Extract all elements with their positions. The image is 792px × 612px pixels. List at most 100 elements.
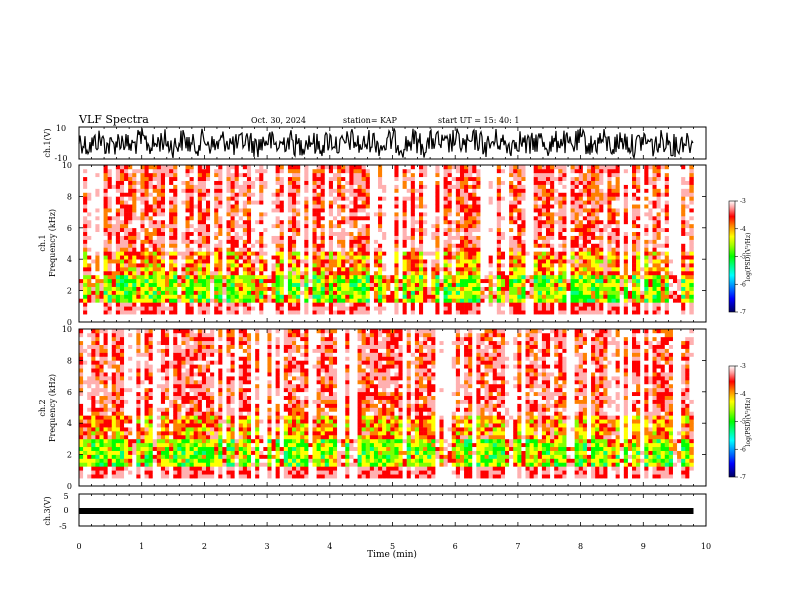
ch1-spectrogram-cell xyxy=(550,223,555,229)
ch1-spectrogram-cell xyxy=(177,216,182,221)
ch1-spectrogram-cell xyxy=(99,267,104,272)
ch1-spectrogram-cell xyxy=(521,310,526,315)
ch1-spectrogram-cell xyxy=(140,212,145,217)
ch1-spectrogram-cell xyxy=(451,314,457,319)
ch1-spectrogram-cell xyxy=(181,294,186,299)
ch1-spectrogram-cell xyxy=(529,223,534,229)
ch1-spectrogram-cell xyxy=(132,286,137,291)
ch1-spectrogram-cell xyxy=(197,231,203,236)
ch1-spectrogram-cell xyxy=(545,310,551,315)
ch1-spectrogram-cell xyxy=(509,192,514,197)
ch1-spectrogram-cell xyxy=(439,208,444,213)
ch1-spectrogram-cell xyxy=(128,243,133,248)
ch1-spectrogram-cell xyxy=(99,212,104,217)
ch1-spectrogram-cell xyxy=(308,259,313,264)
ch1-spectrogram-cell xyxy=(480,267,485,272)
ch1-spectrogram-cell xyxy=(201,235,207,240)
ch1-spectrogram-cell xyxy=(537,235,543,240)
ch1-spectrogram-cell xyxy=(132,204,137,209)
ch1-spectrogram-cell xyxy=(185,247,190,252)
ch1-spectrogram-cell xyxy=(230,263,235,268)
ch1-spectrogram-cell xyxy=(238,235,244,240)
ch1-spectrogram-cell xyxy=(439,192,444,197)
ch1-spectrogram-cell xyxy=(484,290,489,295)
ch1-spectrogram-cell xyxy=(455,282,461,287)
ch1-spectrogram-cell xyxy=(148,188,154,193)
ch1-spectrogram-cell xyxy=(357,318,362,323)
ch1-spectrogram-cell xyxy=(468,208,473,213)
ch1-spectrogram-cell xyxy=(197,204,203,209)
ch1-spectrogram-cell xyxy=(451,294,457,299)
ch1-spectrogram-cell xyxy=(83,263,88,268)
ch1-spectrogram-cell xyxy=(541,188,547,193)
ch1-spectrogram-cell xyxy=(255,188,260,193)
ch1-spectrogram-cell xyxy=(345,306,350,311)
ch1-spectrogram-cell xyxy=(263,263,268,268)
ch1-spectrogram-cell xyxy=(472,314,477,319)
ch1-spectrogram-cell xyxy=(341,270,346,276)
ch1-spectrogram-cell xyxy=(124,176,129,181)
ch1-spectrogram-cell xyxy=(480,243,485,248)
ch1-spectrogram-cell xyxy=(472,168,477,174)
ch1-spectrogram-cell xyxy=(324,176,330,181)
header-start-time: start UT = 15: 40: 1 xyxy=(438,116,520,125)
ch1-spectrogram-cell xyxy=(296,298,301,303)
ch1-spectrogram-cell xyxy=(156,255,162,260)
ch1-spectrogram-cell xyxy=(558,294,563,299)
ch1-spectrogram-cell xyxy=(509,290,514,295)
ch1-spectrogram-cell xyxy=(156,310,162,315)
ch1-spectrogram-cell xyxy=(201,180,207,185)
ch1-spectrogram-cell xyxy=(419,306,424,311)
ch1-spectrogram-cell xyxy=(320,184,326,189)
ch1-spectrogram-cell xyxy=(91,247,96,252)
ch1-spectrogram-cell xyxy=(210,290,215,295)
ch1-spectrogram-cell xyxy=(468,314,473,319)
ch1-spectrogram-cell xyxy=(246,192,252,197)
ch1-spectrogram-cell xyxy=(468,247,473,252)
ch1-spectrogram-cell xyxy=(292,180,297,185)
ch1-spectrogram-cell xyxy=(99,270,104,276)
ch1-spectrogram-cell xyxy=(439,231,444,236)
ch1-spectrogram-cell xyxy=(447,180,453,185)
ch1-spectrogram-cell xyxy=(459,208,465,213)
ch1-spectrogram-cell xyxy=(550,310,555,315)
ch1-spectrogram-cell xyxy=(271,298,276,303)
ch1-spectrogram-cell xyxy=(103,204,108,209)
ch1-spectrogram-cell xyxy=(312,172,317,178)
ch1-spectrogram-cell xyxy=(111,204,117,209)
ch1-spectrogram-cell xyxy=(103,227,108,233)
ch1-spectrogram-cell xyxy=(341,247,346,252)
ch1-spectrogram-cell xyxy=(136,263,141,268)
ch1-spectrogram-cell xyxy=(574,259,580,264)
ch1-spectrogram-cell xyxy=(226,223,231,229)
ch1-spectrogram-cell xyxy=(427,223,432,229)
ch1-spectrogram-cell xyxy=(533,247,539,252)
ch1-spectrogram-cell xyxy=(529,267,534,272)
ch1-spectrogram-cell xyxy=(390,247,395,252)
ch1-spectrogram-cell xyxy=(378,212,383,217)
ch1-spectrogram-cell xyxy=(246,298,252,303)
ch1-spectrogram-cell xyxy=(459,216,465,221)
ch1-spectrogram-cell xyxy=(386,270,391,276)
ch1-spectrogram-cell xyxy=(365,165,371,170)
ch1-spectrogram-cell xyxy=(349,314,354,319)
ch1-spectrogram-cell xyxy=(169,219,174,225)
ch1-spectrogram-cell xyxy=(181,165,186,170)
ch1-spectrogram-cell xyxy=(320,274,326,280)
ch1-spectrogram-cell xyxy=(173,223,178,229)
ch1-spectrogram-cell xyxy=(464,216,469,221)
ch1-spectrogram-cell xyxy=(214,247,219,252)
ch1-spectrogram-cell xyxy=(279,200,285,205)
ch1-spectrogram-cell xyxy=(369,239,375,244)
ch1-spectrogram-cell xyxy=(480,184,485,189)
ch1-spectrogram-cell xyxy=(271,306,276,311)
ch1-spectrogram-cell xyxy=(275,200,281,205)
ch1-spectrogram-cell xyxy=(185,196,190,201)
ch1-spectrogram-cell xyxy=(447,212,453,217)
ch1-spectrogram-cell xyxy=(455,302,461,307)
ch1-spectrogram-cell xyxy=(296,290,301,295)
ch1-spectrogram-cell xyxy=(287,259,293,264)
ch1-spectrogram-cell xyxy=(148,231,154,236)
ch1-spectrogram-cell xyxy=(132,176,137,181)
ch1-spectrogram-cell xyxy=(230,282,235,287)
